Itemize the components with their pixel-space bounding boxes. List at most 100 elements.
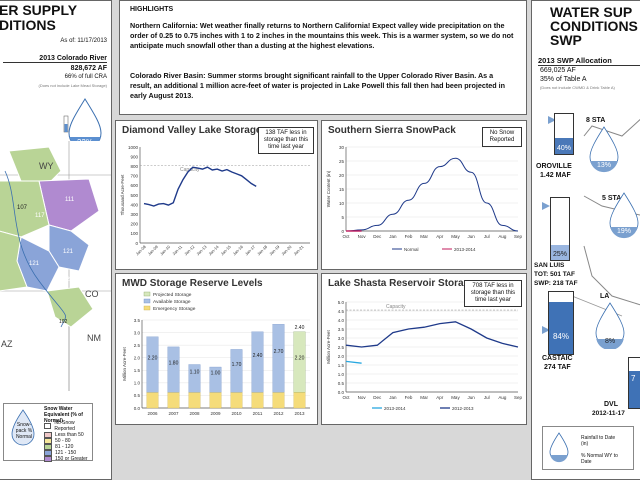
y-tick-label: 3.5 [338,327,345,332]
y-tick-label: 0 [341,229,344,234]
shasta-note: 708 TAF less in storage than this time l… [464,280,522,307]
sta8-pct: 13% [597,162,611,169]
legend-swatch [44,444,52,450]
legend-item: 81 - 120 [44,444,92,450]
y-tick-label: 1000 [128,145,139,150]
dvl-date: 2012-11-17 [592,410,625,417]
state-nm: NM [87,333,101,343]
x-tick-label: Mar [420,234,428,239]
x-tick-label: Dec [373,234,382,239]
bar-emergency [272,392,285,409]
swp-pct: 35% of Table A [540,76,587,83]
x-tick-label: May [451,395,460,400]
y-tick-label: 2.5 [134,343,141,348]
x-tick-label: Jan-11 [171,244,184,257]
highlights-p1: Northern California: Wet weather finally… [130,21,514,50]
data-label-available: 2.20 [148,355,158,361]
castaic-gauge: 84% [548,291,574,355]
dvl-title: Diamond Valley Lake Storage [122,125,262,136]
highlights-heading: HIGHLIGHTS [130,6,174,13]
y-axis-label: Million Acre-Feet [122,346,127,380]
x-tick-label: Dec [373,395,382,400]
highlights-panel: HIGHLIGHTS Northern California: Wet weat… [119,0,527,115]
y-tick-label: 1.0 [338,372,345,377]
oroville-fill [555,138,573,154]
y-tick-label: 0.5 [134,393,141,398]
shasta-panel: Lake Shasta Reservoir Storage 0.0 0.5 1.0 1… [321,273,527,425]
x-tick-label: Nov [358,234,367,239]
region-label-4: 121 [63,249,74,255]
x-tick-label: 2013 [294,411,305,416]
snow-legend-items: No Snow Reported Less than 50 50 - 80 81… [44,420,92,462]
x-tick-label: 2010 [231,411,242,416]
series-line-2013-2014 [345,360,362,364]
x-tick-label: Jul [484,395,490,400]
bar-available [167,346,180,393]
snow-panel: Southern Sierra SnowPack 0 5 10 15 20 25 30 Wat… [321,120,527,270]
data-label-available: 2.70 [274,349,284,355]
legend-label: Emergency Storage [153,306,196,312]
data-label-available: 1.80 [169,361,179,367]
shasta-title: Lake Shasta Reservoir Storage [328,278,476,289]
x-tick-label: Jan-09 [147,244,160,257]
sta5-drop: 19% [609,192,639,239]
dvl-chart: 0 100 200 300 400 500 600 700 800 900 1000 Thousand… [120,145,310,257]
y-tick-label: 800 [130,164,138,169]
x-tick-label: Jul [484,234,490,239]
snow-title: Southern Sierra SnowPack [328,125,456,136]
x-tick-label: May [451,234,460,239]
x-tick-label: 2006 [147,411,158,416]
data-label-available: 1.70 [232,362,242,368]
swp-network [542,116,640,334]
y-tick-label: 15 [339,187,345,192]
castaic-name: CASTAIC [542,355,573,362]
sta5-pct: 19% [617,228,631,235]
state-wy: WY [39,161,54,171]
snow-legend: Snow Water Equivalent (% of Normal) Snow… [3,403,93,462]
dvl-num: 7 [631,374,636,383]
legend-label-2013-2014: 2013-2014 [454,247,476,252]
x-tick-label: Jan-15 [220,244,233,257]
y-tick-label: 400 [130,202,138,207]
normal-label: % Normal WY to Date [581,453,618,465]
legend-label-normal: Normal [404,247,419,252]
snow-drop-label: Snow-pack % Normal [15,422,33,440]
legend-swatch [143,298,151,304]
legend-item: No Snow Reported [44,420,92,432]
la-drop: 8% [595,302,625,349]
x-tick-label: 2009 [210,411,221,416]
y-axis-label: Million Acre-Feet [326,329,331,363]
y-tick-label: 3.0 [338,336,345,341]
y-tick-label: 300 [130,212,138,217]
legend-swatch [44,450,52,456]
legend-swatch [44,456,52,462]
legend-item: Less than 50 [44,432,92,438]
legend-swatch [143,291,151,297]
legend-label: Available Storage [153,299,191,305]
y-tick-label: 5 [341,215,344,220]
bar-emergency [188,392,201,409]
y-tick-label: 900 [130,154,138,159]
shasta-chart: 0.0 0.5 1.0 1.5 2.0 2.5 3.0 3.5 4.0 4.5 5.0 Million… [326,300,522,411]
cr-header: 2013 Colorado River [3,55,107,63]
castaic-pct: 84% [552,332,569,341]
castaic-val: 274 TAF [544,364,571,371]
legend-label: Projected Storage [153,292,192,298]
y-axis-label: Water Content (in) [326,170,331,207]
x-tick-label: Feb [405,234,413,239]
data-label-available: 2.20 [295,355,305,361]
la-label: LA [600,293,610,300]
x-tick-label: 2008 [189,411,200,416]
y-tick-label: 0.5 [338,381,345,386]
y-tick-label: 1.0 [134,381,141,386]
x-tick-label: Jan [389,234,397,239]
x-tick-label: Jan-19 [268,244,281,257]
legend-swatch [143,305,151,311]
y-tick-label: 0 [135,241,138,246]
swp-value: 669,025 AF [540,67,576,74]
x-tick-label: Feb [405,395,413,400]
y-tick-label: 2.0 [134,356,141,361]
dvl-gauge: 7 [628,357,640,409]
y-tick-label: 600 [130,183,138,188]
meter-icon [63,115,69,133]
